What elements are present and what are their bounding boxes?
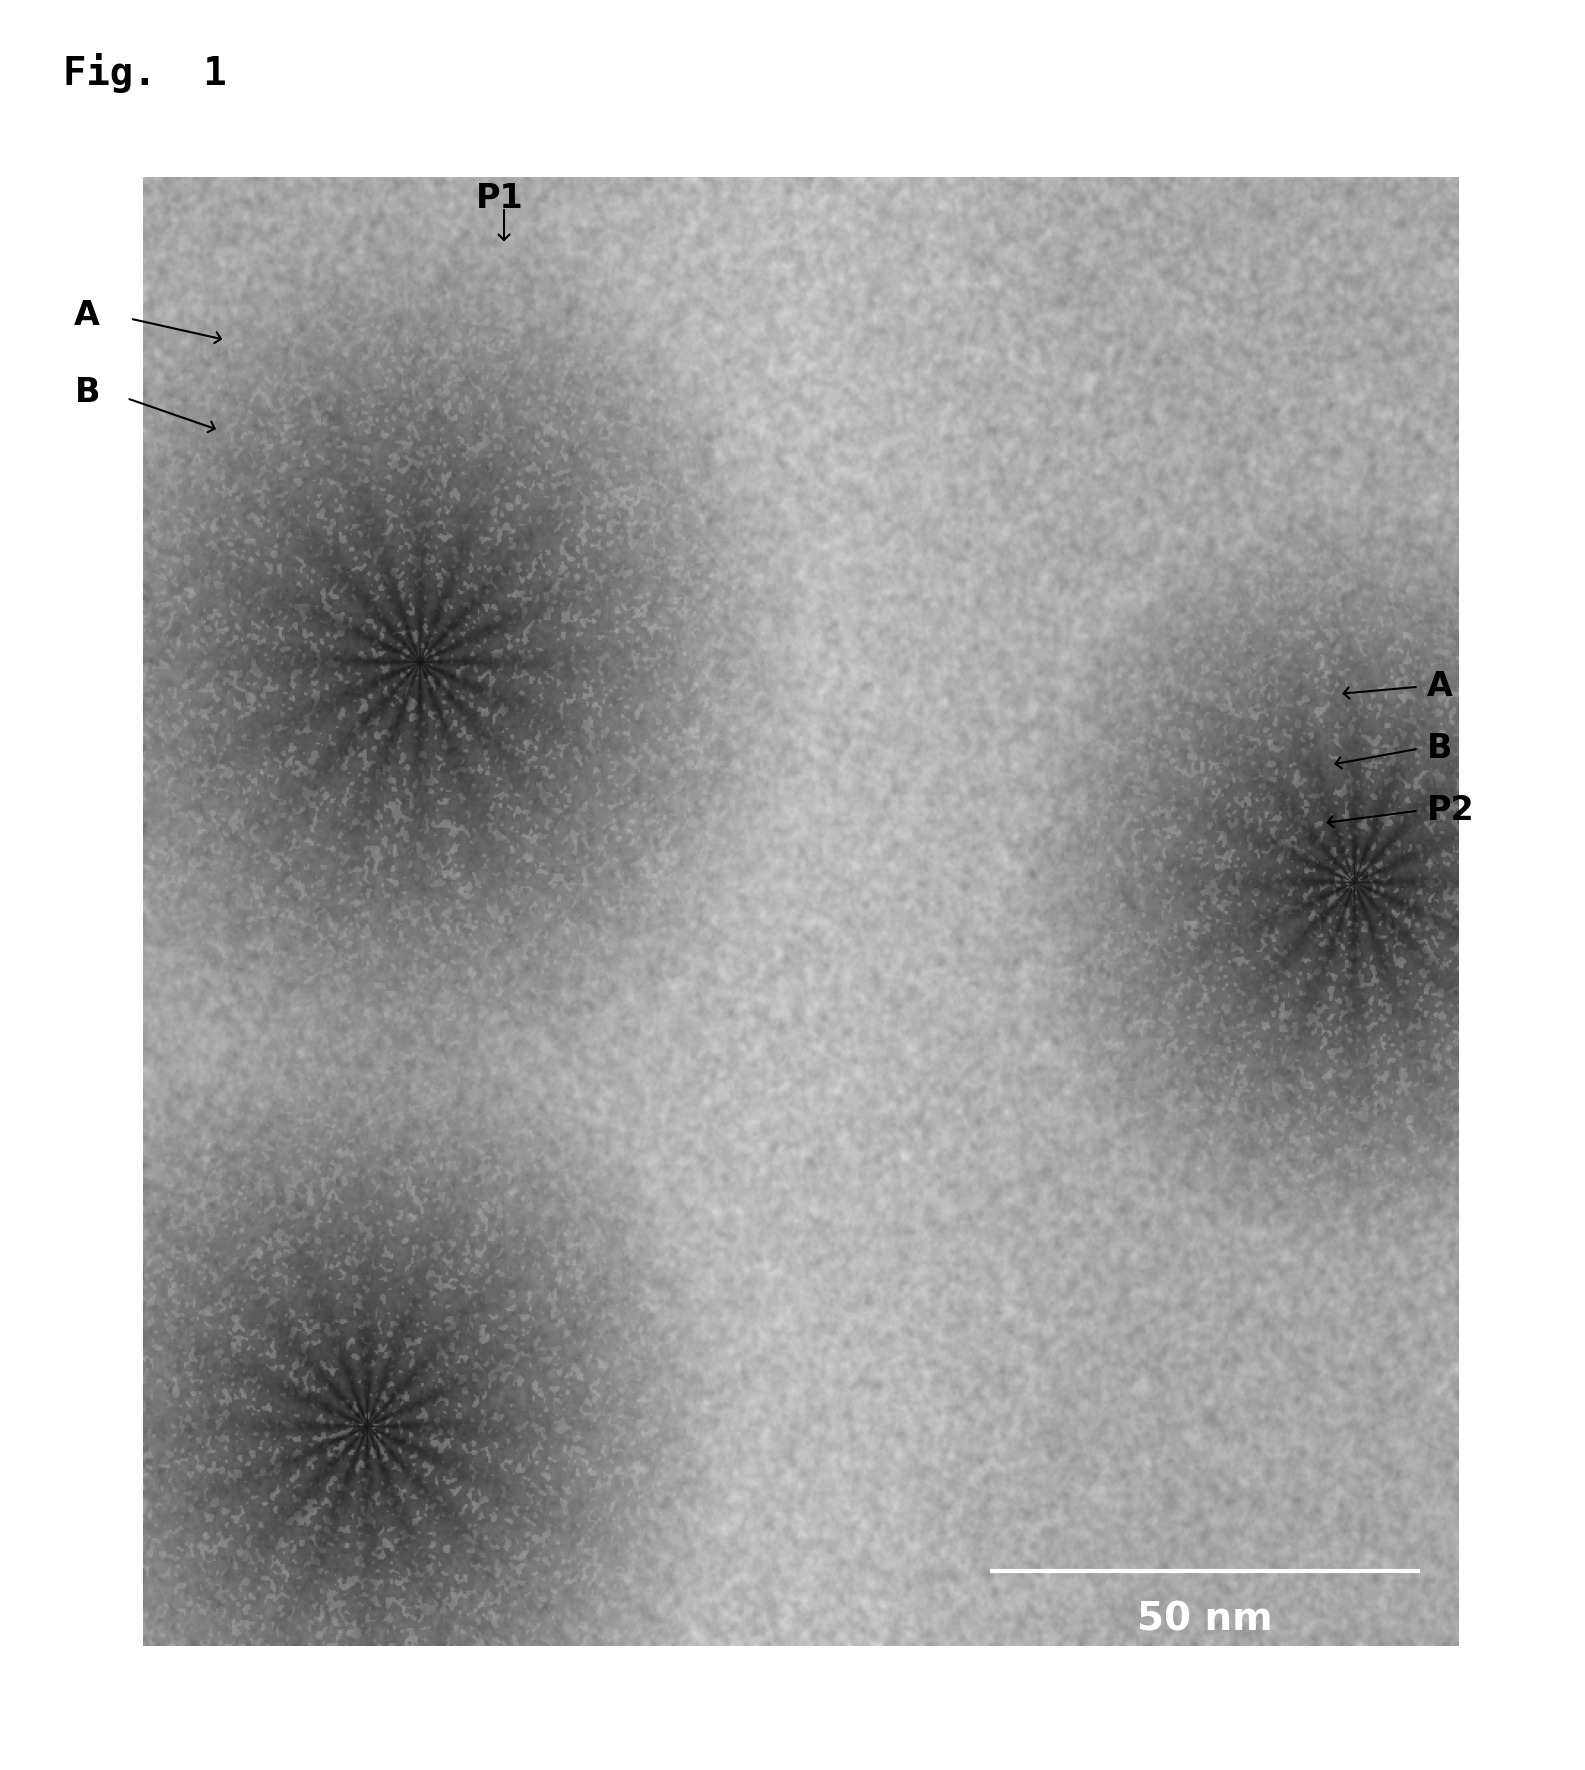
Text: Fig.  1: Fig. 1 [63, 53, 227, 94]
Text: P2: P2 [1426, 795, 1474, 827]
Text: B: B [74, 377, 100, 409]
Text: A: A [74, 299, 100, 331]
Text: 50 nm: 50 nm [1136, 1600, 1273, 1639]
Text: A: A [1426, 671, 1452, 703]
Text: B: B [1426, 733, 1452, 765]
Text: P1: P1 [476, 182, 523, 214]
